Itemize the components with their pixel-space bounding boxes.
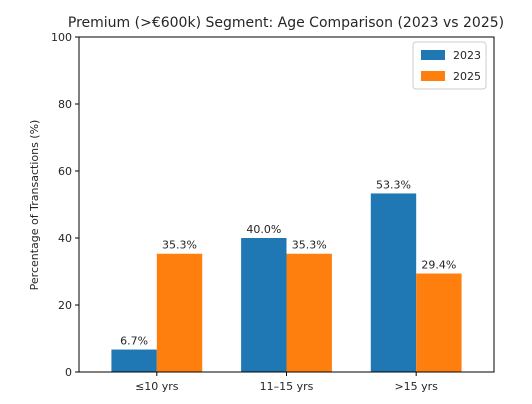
x-tick-label-2: 11–15 yrs bbox=[260, 380, 314, 393]
data-label-2023-1: 6.7% bbox=[120, 335, 148, 348]
y-tick-label-0: 0 bbox=[65, 366, 72, 379]
legend-label-2023: 2023 bbox=[453, 49, 481, 62]
y-tick-label-20: 20 bbox=[58, 299, 72, 312]
y-axis-label: Percentage of Transactions (%) bbox=[28, 120, 41, 291]
bar-2023-2 bbox=[241, 238, 287, 372]
data-label-2023-3: 53.3% bbox=[376, 178, 411, 191]
y-tick-label-60: 60 bbox=[58, 165, 72, 178]
bar-2025-1 bbox=[156, 253, 203, 372]
legend-swatch-2025 bbox=[421, 71, 445, 81]
data-label-2023-2: 40.0% bbox=[246, 223, 281, 236]
bar-2025-3 bbox=[416, 273, 462, 372]
legend-label-2025: 2025 bbox=[453, 70, 481, 83]
y-tick-label-80: 80 bbox=[58, 98, 72, 111]
plot-area: 6.7% 40.0% 53.3% 35.3% 35.3% 29.4% 0 20 40 60 80 10… bbox=[51, 31, 495, 393]
bar-2023-1 bbox=[111, 349, 157, 372]
chart-title: Premium (>€600k) Segment: Age Comparison… bbox=[68, 15, 504, 31]
data-label-2025-3: 29.4% bbox=[421, 259, 456, 272]
x-tick-label-1: ≤10 yrs bbox=[135, 380, 179, 393]
y-tick-label-40: 40 bbox=[58, 232, 72, 245]
data-label-2025-1: 35.3% bbox=[162, 239, 197, 252]
bar-2023-3 bbox=[370, 193, 417, 372]
legend: 2023 2025 bbox=[412, 41, 487, 90]
y-tick-label-100: 100 bbox=[51, 31, 72, 44]
legend-swatch-2023 bbox=[421, 50, 445, 60]
data-label-2025-2: 35.3% bbox=[292, 239, 327, 252]
x-tick-label-3: >15 yrs bbox=[394, 380, 438, 393]
bar-2025-2 bbox=[286, 253, 332, 372]
